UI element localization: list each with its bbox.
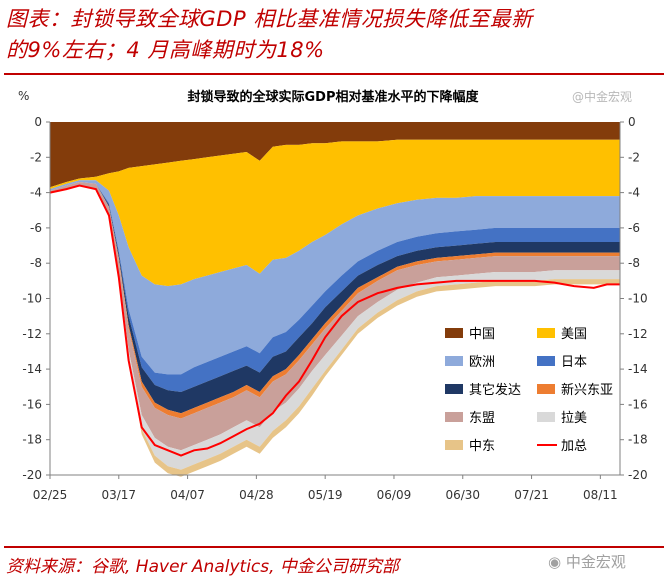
x-tick-label: 07/21 — [514, 488, 549, 502]
x-tick-label: 05/19 — [308, 488, 343, 502]
y-tick-label-right: -4 — [628, 186, 640, 200]
y-tick-label-left: -6 — [30, 221, 42, 235]
legend-swatch-europe — [445, 356, 463, 366]
y-tick-label-right: 0 — [628, 115, 636, 129]
y-tick-label-right: -2 — [628, 150, 640, 164]
y-tick-label-left: 0 — [34, 115, 42, 129]
area-china — [50, 122, 620, 188]
y-axis-unit: % — [18, 89, 29, 103]
stacked-areas — [50, 122, 620, 477]
area-europe — [50, 180, 620, 375]
legend-swatch-middle_east — [445, 440, 463, 450]
title-line-1: 图表：封锁导致全球GDP 相比基准情况损失降低至最新 — [6, 7, 533, 31]
y-tick-label-right: -8 — [628, 256, 640, 270]
area-japan — [50, 182, 620, 392]
legend-label-japan: 日本 — [561, 355, 587, 370]
area-usa — [50, 139, 620, 287]
line-total — [49, 184, 620, 457]
y-tick-label-right: -16 — [628, 397, 648, 411]
axes: 0 0 -2 -2 -4 -4 -6 -6 -8 -8 -10 -10 -12 -12 -14 -14 -16 -… — [22, 115, 647, 502]
chart-title-heading: 图表：封锁导致全球GDP 相比基准情况损失降低至最新 的9%左右；4 月高峰期时… — [6, 4, 662, 66]
y-tick-label-left: -20 — [22, 468, 42, 482]
x-tick-label: 04/07 — [170, 488, 205, 502]
legend-label-other_developed: 其它发达 — [469, 382, 521, 398]
y-tick-label-right: -12 — [628, 327, 648, 341]
legend-swatch-asean — [445, 412, 463, 422]
source-note: 资料来源：谷歌, Haver Analytics, 中金公司研究部 — [6, 557, 399, 577]
y-tick-label-left: -10 — [22, 292, 42, 306]
legend-label-europe: 欧洲 — [469, 355, 495, 370]
wechat-icon: ◉ — [548, 553, 562, 571]
legend-swatch-china — [445, 328, 463, 338]
watermark-top: @中金宏观 — [572, 90, 633, 104]
legend-swatch-latam — [537, 412, 555, 422]
legend-label-asean: 东盟 — [469, 411, 495, 426]
y-tick-label-right: -20 — [628, 468, 648, 482]
watermark-bottom: ◉ 中金宏观 — [548, 551, 626, 572]
legend-swatch-other_developed — [445, 384, 463, 394]
legend-label-china: 中国 — [469, 327, 495, 342]
y-tick-label-left: -8 — [30, 256, 42, 270]
x-tick-label: 02/25 — [33, 488, 68, 502]
chart-svg: 封锁导致的全球实际GDP相对基准水平的下降幅度 % 0 0 -2 -2 -4 -4 -6 -6… — [18, 89, 648, 502]
x-tick-label: 06/09 — [377, 488, 412, 502]
y-tick-label-left: -12 — [22, 327, 42, 341]
y-tick-label-left: -2 — [30, 150, 42, 164]
y-tick-label-right: -14 — [628, 362, 648, 376]
total-line-group — [49, 184, 620, 457]
legend-label-total: 加总 — [561, 439, 587, 454]
y-tick-label-left: -4 — [30, 186, 42, 200]
legend-label-emerging_asia: 新兴东亚 — [561, 382, 613, 398]
legend-label-middle_east: 中东 — [469, 439, 495, 454]
legend-label-latam: 拉美 — [561, 411, 587, 426]
watermark-bottom-text: 中金宏观 — [565, 553, 626, 571]
legend-swatch-japan — [537, 356, 555, 366]
y-tick-label-left: -14 — [22, 362, 42, 376]
y-tick-label-right: -10 — [628, 292, 648, 306]
title-line-2: 的9%左右；4 月高峰期时为18% — [6, 38, 325, 62]
legend-swatch-usa — [537, 328, 555, 338]
x-tick-label: 06/30 — [445, 488, 480, 502]
y-tick-label-left: -16 — [22, 397, 42, 411]
x-tick-label: 04/28 — [239, 488, 274, 502]
footer-divider — [4, 546, 664, 548]
y-tick-label-right: -6 — [628, 221, 640, 235]
x-tick-label: 08/11 — [583, 488, 618, 502]
legend-label-usa: 美国 — [561, 327, 587, 342]
x-tick-label: 03/17 — [101, 488, 136, 502]
area-asean — [50, 182, 620, 451]
title-divider — [4, 73, 664, 75]
y-tick-label-right: -18 — [628, 433, 648, 447]
y-tick-label-left: -18 — [22, 433, 42, 447]
chart-title: 封锁导致的全球实际GDP相对基准水平的下降幅度 — [188, 89, 480, 105]
legend-swatch-emerging_asia — [537, 384, 555, 394]
